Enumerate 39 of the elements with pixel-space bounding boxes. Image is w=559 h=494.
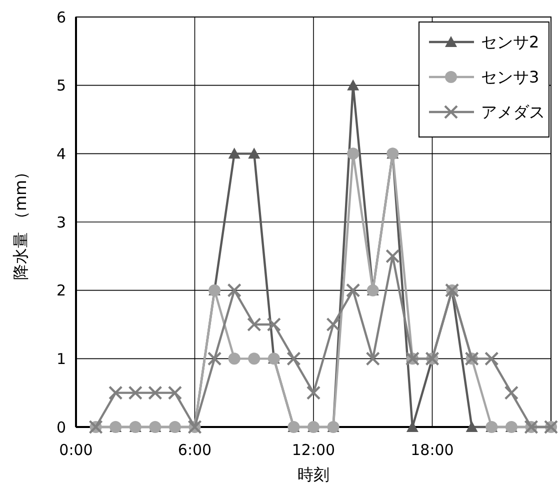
point bbox=[386, 249, 400, 264]
y-tick-label: 5 bbox=[56, 76, 66, 95]
x-tick-label: 0:00 bbox=[59, 441, 93, 459]
point bbox=[347, 148, 360, 160]
y-tick-label: 0 bbox=[56, 418, 66, 436]
y-tick-label: 6 bbox=[56, 8, 66, 26]
point bbox=[286, 352, 301, 366]
y-tick-label: 2 bbox=[56, 282, 66, 300]
point bbox=[366, 352, 380, 366]
y-tick-label: 1 bbox=[56, 350, 66, 368]
y-tick-label: 3 bbox=[56, 213, 66, 232]
x-tick-label: 6:00 bbox=[178, 441, 212, 459]
x-axis-title: 時刻 bbox=[298, 465, 330, 484]
point bbox=[228, 352, 240, 365]
legend-label: センサ2 bbox=[481, 32, 540, 52]
point bbox=[248, 352, 260, 365]
point bbox=[346, 283, 360, 298]
legend-label: アメダス bbox=[481, 102, 545, 122]
point bbox=[484, 352, 499, 366]
x-tick-label: 12:00 bbox=[292, 441, 336, 459]
point bbox=[326, 317, 340, 332]
point bbox=[247, 317, 262, 332]
point bbox=[128, 386, 142, 400]
point bbox=[228, 148, 240, 159]
point bbox=[248, 148, 260, 159]
legend-label: センサ3 bbox=[481, 68, 540, 87]
point bbox=[207, 352, 222, 366]
point bbox=[306, 386, 321, 400]
point bbox=[108, 386, 123, 400]
point bbox=[148, 386, 162, 400]
point bbox=[227, 283, 242, 298]
y-axis-title: 降水量 （mm） bbox=[11, 164, 30, 280]
point bbox=[168, 386, 182, 400]
point bbox=[266, 317, 282, 332]
y-tick-label: 4 bbox=[56, 144, 66, 163]
point bbox=[347, 79, 360, 90]
x-tick-label: 18:00 bbox=[410, 441, 454, 459]
point bbox=[466, 421, 478, 432]
point bbox=[504, 386, 519, 400]
